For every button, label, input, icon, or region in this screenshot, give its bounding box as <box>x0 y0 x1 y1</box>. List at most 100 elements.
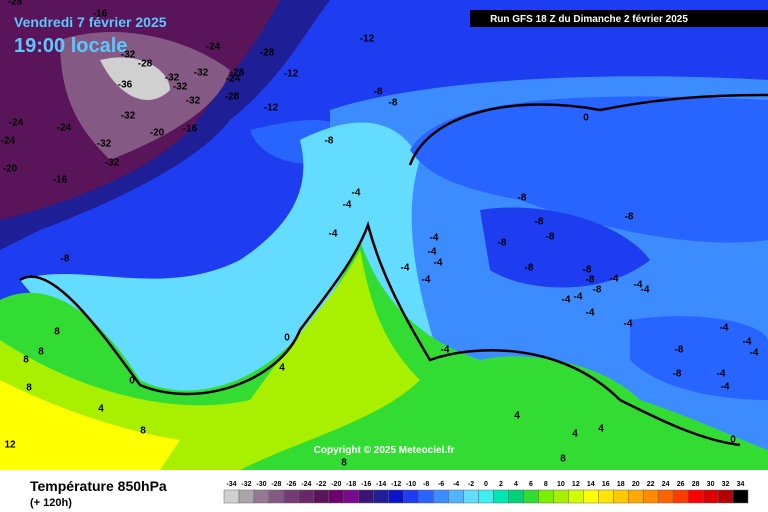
contour-label: 4 <box>598 424 604 435</box>
scale-label: -28 <box>271 481 281 488</box>
scale-label: -4 <box>453 481 459 488</box>
contour-label: -20 <box>3 164 18 175</box>
contour-label: -4 <box>422 275 431 286</box>
scale-swatch <box>583 489 599 504</box>
contour-label: 0 <box>129 376 135 387</box>
contour-label: -24 <box>206 42 221 53</box>
scale-swatch <box>463 489 479 504</box>
contour-label: -36 <box>118 80 133 91</box>
scale-label: -14 <box>376 481 386 488</box>
contour-label: -32 <box>121 111 136 122</box>
scale-swatch <box>687 489 704 504</box>
scale-swatch <box>538 489 554 504</box>
contour-label: -32 <box>173 82 188 93</box>
scale-label: 28 <box>692 481 700 488</box>
scale-label: -8 <box>423 481 429 488</box>
scale-swatch <box>613 489 629 504</box>
contour-label: -8 <box>546 232 555 243</box>
contour-label: -4 <box>586 308 595 319</box>
scale-swatch <box>433 489 449 504</box>
contour-label: 4 <box>279 363 285 374</box>
contour-label: -16 <box>53 175 68 186</box>
contour-label: 8 <box>38 347 44 358</box>
scale-label: -30 <box>256 481 266 488</box>
contour-label: -4 <box>721 382 730 393</box>
contour-label: -32 <box>165 73 180 84</box>
scale-swatch <box>627 489 644 504</box>
scale-label: -20 <box>331 481 341 488</box>
scale-swatch <box>568 489 584 504</box>
contour-label: -4 <box>428 247 437 258</box>
contour-label: 8 <box>140 426 146 437</box>
scale-label: 24 <box>662 481 670 488</box>
scale-swatch <box>523 489 539 504</box>
contour-label: -4 <box>624 319 633 330</box>
scale-swatch <box>478 489 494 504</box>
contour-label: -8 <box>673 369 682 380</box>
contour-label: -4 <box>562 295 571 306</box>
scale-swatch <box>717 489 734 504</box>
scale-label: 8 <box>544 481 548 488</box>
scale-swatch <box>598 489 614 504</box>
scale-swatch <box>358 489 374 504</box>
map-field <box>0 0 768 470</box>
scale-label: 22 <box>647 481 655 488</box>
scale-swatch <box>328 489 345 504</box>
contour-label: -8 <box>535 217 544 228</box>
contour-label: -8 <box>625 212 634 223</box>
scale-label: -32 <box>241 481 251 488</box>
contour-label: -8 <box>583 265 592 276</box>
scale-swatch <box>508 489 524 504</box>
run-info: Run GFS 18 Z du Dimanche 2 février 2025 <box>490 14 688 25</box>
contour-labels: -28-16-24-32-28-36-32 -32 -28-24-32-32 -28-… <box>1 0 759 469</box>
contour-label: -32 <box>97 139 112 150</box>
scale-label: 4 <box>514 481 518 488</box>
scale-swatch <box>657 489 674 504</box>
local-time: 19:00 locale <box>14 35 127 57</box>
scale-swatch <box>268 489 285 504</box>
contour-label: -28 <box>138 59 153 70</box>
contour-label: -24 <box>1 136 16 147</box>
scale-swatch <box>238 489 255 504</box>
scale-label: -2 <box>468 481 474 488</box>
contour-label: -4 <box>743 337 752 348</box>
scale-label: 34 <box>737 481 745 488</box>
contour-label: -20 <box>150 128 165 139</box>
contour-label: -4 <box>641 285 650 296</box>
contour-label: -12 <box>284 69 299 80</box>
date: Vendredi 7 février 2025 <box>14 14 167 30</box>
contour-label: 8 <box>341 458 347 469</box>
scale-swatch <box>672 489 689 504</box>
contour-label: 8 <box>26 383 32 394</box>
contour-label: -24 <box>9 118 24 129</box>
scale-swatch <box>403 489 419 504</box>
contour-label: -8 <box>525 263 534 274</box>
scale-swatch <box>283 489 300 504</box>
scale-label: 30 <box>707 481 715 488</box>
scale-label: 2 <box>499 481 503 488</box>
scale-label: -10 <box>406 481 416 488</box>
contour-label: -16 <box>93 9 108 20</box>
contour-label: -8 <box>675 345 684 356</box>
contour-label: -8 <box>498 238 507 249</box>
contour-label: -4 <box>610 274 619 285</box>
contour-label: 8 <box>23 355 29 366</box>
scale-label: -12 <box>391 481 401 488</box>
contour-label: -16 <box>183 124 198 135</box>
contour-label: -8 <box>389 98 398 109</box>
scale-label: 32 <box>722 481 730 488</box>
scale-swatch <box>298 489 315 504</box>
footer-lead: (+ 120h) <box>30 497 72 509</box>
contour-label: -4 <box>441 345 450 356</box>
contour-label: 12 <box>4 440 16 451</box>
contour-label: -8 <box>586 275 595 286</box>
contour-label: 4 <box>514 411 520 422</box>
scale-label: -16 <box>361 481 371 488</box>
contour-label: -4 <box>634 280 643 291</box>
contour-label: -4 <box>717 369 726 380</box>
contour-label: -4 <box>750 348 759 359</box>
scale-label: 0 <box>484 481 488 488</box>
scale-swatch <box>448 489 464 504</box>
scale-label: 10 <box>557 481 565 488</box>
scale-label: 18 <box>617 481 625 488</box>
